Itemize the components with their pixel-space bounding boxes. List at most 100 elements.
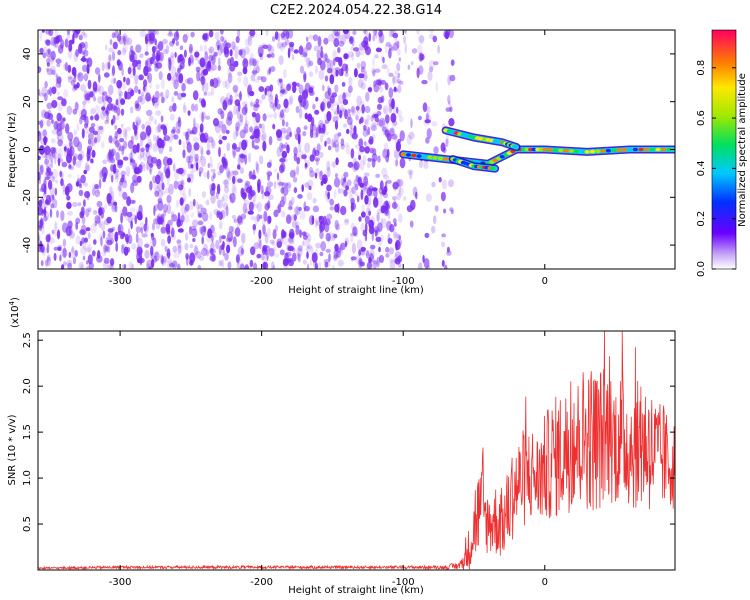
noise-blob — [193, 117, 196, 128]
noise-blob — [450, 209, 454, 215]
noise-blob — [46, 102, 53, 110]
noise-blob — [214, 31, 220, 41]
noise-blob — [331, 30, 338, 39]
noise-blob — [326, 137, 332, 145]
noise-blob — [375, 47, 382, 53]
noise-blob — [63, 146, 67, 152]
noise-blob — [126, 236, 129, 244]
noise-blob — [201, 191, 207, 198]
noise-blob — [423, 258, 430, 269]
noise-blob — [395, 203, 400, 212]
noise-blob — [350, 256, 357, 261]
noise-blob — [393, 231, 400, 241]
noise-blob — [190, 148, 196, 159]
noise-blob — [46, 242, 50, 254]
noise-blob — [227, 231, 233, 242]
noise-blob — [161, 96, 165, 104]
noise-blob — [163, 203, 168, 213]
noise-blob — [198, 204, 203, 210]
noise-blob — [261, 189, 265, 200]
noise-blob — [248, 201, 254, 212]
noise-blob — [109, 258, 115, 267]
noise-blob — [116, 96, 123, 108]
noise-blob — [140, 227, 143, 234]
noise-blob — [362, 187, 367, 195]
noise-blob — [394, 251, 402, 259]
noise-blob — [186, 155, 191, 164]
noise-blob — [251, 130, 257, 139]
noise-blob — [418, 262, 423, 269]
noise-blob — [55, 58, 62, 64]
noise-blob — [244, 46, 251, 55]
y-tick-label: -20 — [22, 189, 33, 205]
noise-blob — [231, 41, 236, 50]
noise-blob — [303, 71, 307, 81]
colorbar-tick-label: 0.2 — [696, 211, 707, 227]
noise-blob — [385, 154, 390, 163]
noise-blob — [121, 67, 124, 76]
noise-blob — [180, 214, 185, 223]
noise-blob — [224, 47, 230, 58]
noise-blob — [185, 131, 189, 140]
noise-blob — [359, 159, 365, 171]
noise-blob — [289, 95, 294, 105]
noise-blob — [382, 148, 388, 159]
noise-blob — [344, 219, 349, 226]
noise-blob — [186, 141, 192, 153]
noise-blob — [392, 42, 398, 52]
noise-blob — [403, 35, 407, 45]
noise-blob — [431, 225, 436, 234]
noise-blob — [348, 36, 354, 45]
noise-blob — [62, 117, 66, 122]
noise-blob — [233, 236, 237, 248]
noise-blob — [147, 40, 153, 46]
noise-blob — [237, 102, 241, 112]
noise-blob — [351, 106, 356, 115]
noise-blob — [68, 164, 72, 169]
noise-blob — [222, 100, 228, 111]
noise-blob — [132, 66, 136, 76]
noise-blob — [154, 38, 158, 46]
noise-blob — [259, 53, 263, 57]
noise-blob — [372, 122, 378, 127]
noise-blob — [41, 86, 48, 97]
noise-blob — [218, 211, 223, 221]
noise-blob — [296, 157, 301, 165]
noise-blob — [38, 66, 42, 74]
noise-blob — [68, 165, 75, 171]
noise-blob — [361, 211, 366, 218]
noise-blob — [345, 145, 351, 155]
noise-blob — [143, 84, 146, 92]
noise-blob — [129, 49, 135, 61]
noise-blob — [272, 123, 276, 130]
snr-ylabel: SNR (10 * v/v) — [7, 414, 18, 485]
noise-blob — [201, 247, 208, 257]
noise-blob — [183, 101, 186, 113]
noise-blob — [141, 123, 145, 130]
noise-blob — [323, 113, 328, 121]
noise-blob — [210, 175, 215, 182]
noise-blob — [153, 180, 159, 191]
noise-blob — [146, 155, 154, 166]
noise-blob — [378, 30, 383, 38]
noise-blob — [87, 244, 93, 254]
noise-blob — [48, 57, 54, 65]
noise-blob — [121, 145, 125, 156]
noise-blob — [232, 175, 238, 184]
noise-blob — [168, 60, 172, 72]
y-tick-label: 0 — [22, 146, 33, 152]
noise-blob — [180, 205, 186, 216]
noise-blob — [96, 216, 101, 225]
noise-blob — [79, 211, 84, 219]
noise-blob — [115, 175, 119, 183]
noise-blob — [387, 209, 391, 219]
noise-blob — [98, 126, 104, 135]
noise-blob — [443, 208, 447, 214]
colorbar-tick-label: 0.0 — [696, 261, 707, 277]
noise-blob — [219, 164, 225, 174]
noise-blob — [43, 46, 48, 54]
noise-blob — [425, 137, 430, 144]
noise-blob — [388, 257, 394, 264]
noise-blob — [303, 232, 310, 238]
noise-blob — [120, 212, 123, 224]
